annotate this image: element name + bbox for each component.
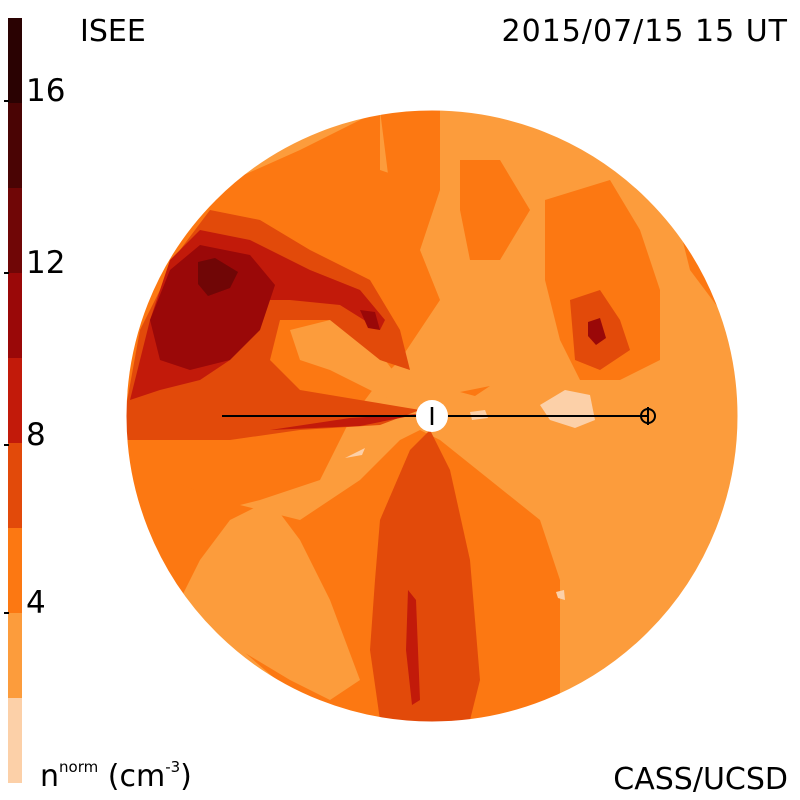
contour-upper-left-core <box>198 258 238 296</box>
contour-light-patch-3 <box>345 448 365 458</box>
credit-label: CASS/UCSD <box>613 762 788 797</box>
units-close: ) <box>180 759 192 794</box>
observatory-label: ISEE <box>80 14 146 49</box>
colorbar-segment <box>8 18 22 103</box>
density-contours <box>126 110 738 722</box>
contour-small-peak <box>360 310 380 330</box>
contour-lower-light <box>180 500 360 700</box>
units-rest: (cm <box>107 759 166 794</box>
contour-lower-mid <box>370 430 480 722</box>
contour-upper-left-peak <box>150 245 275 370</box>
units-exp: -3 <box>165 758 181 776</box>
units-label: nnorm (cm-3) <box>40 758 192 794</box>
contour-light-patch-1 <box>540 390 595 428</box>
colorbar-segment <box>8 358 22 443</box>
colorbar-segment <box>8 528 22 613</box>
tick-mark-4 <box>4 612 9 614</box>
contour-top-strip <box>380 110 440 190</box>
tick-label-8: 8 <box>26 417 46 453</box>
units-sup: norm <box>59 758 99 776</box>
colorbar <box>8 18 22 783</box>
contour-streak <box>270 414 420 430</box>
tick-label-4: 4 <box>26 585 46 621</box>
contour-right-peak <box>588 318 606 345</box>
datetime-label: 2015/07/15 15 UT <box>501 14 788 49</box>
map-boundary <box>125 109 739 723</box>
tick-label-12: 12 <box>26 245 66 281</box>
colorbar-segment <box>8 273 22 358</box>
contour-top-right <box>460 160 530 260</box>
tick-label-16: 16 <box>26 73 66 109</box>
colorbar-segment <box>8 188 22 273</box>
tick-mark-12 <box>4 272 9 274</box>
colorbar-segment <box>8 698 22 783</box>
tick-mark-8 <box>4 444 9 446</box>
tick-mark-16 <box>4 100 9 102</box>
contour-center-light <box>290 320 420 410</box>
contour-small-spot <box>460 386 490 396</box>
colorbar-segment <box>8 443 22 528</box>
units-base: n <box>40 759 60 794</box>
contour-light-patch-4 <box>556 590 565 600</box>
contour-lower-streak <box>406 590 420 705</box>
colorbar-segment <box>8 613 22 698</box>
colorbar-segment <box>8 103 22 188</box>
